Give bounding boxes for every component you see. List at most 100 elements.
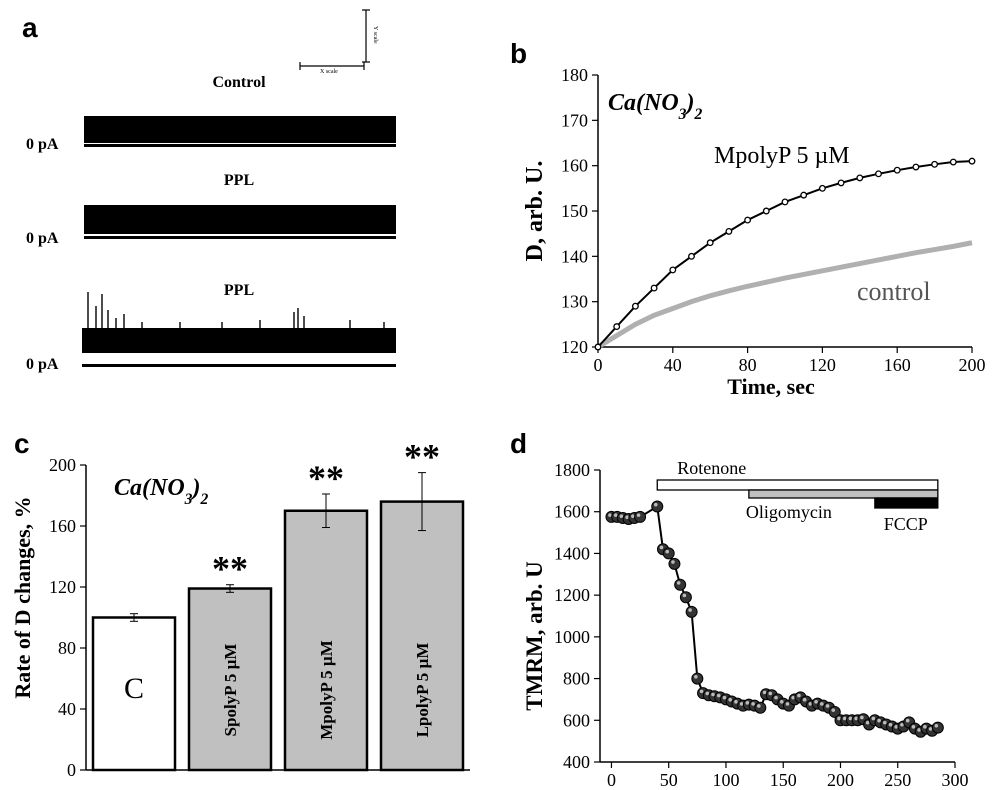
y-tick-label: 1600 [554,502,590,522]
treatment-bar [748,489,939,499]
series-point [674,578,687,591]
series-point-highlight [745,701,750,705]
category-label: C [124,672,144,705]
series-point-highlight [865,720,870,725]
trace-ppl-2-spikes [87,292,385,332]
series-point-highlight [762,690,767,695]
x-tick-label: 150 [770,770,797,790]
category-label: SpolyP 5 µM [221,644,240,737]
series-point-mpolyp [949,158,957,166]
panel-letter-c: c [14,428,30,459]
series-point [931,721,944,734]
bar [379,500,465,772]
series-point-highlight [774,695,778,700]
series-point-highlight [716,693,721,698]
x-tick-label: 80 [739,355,757,375]
y-tick-label: 1400 [554,543,590,563]
series-point-highlight [860,715,864,720]
series-point-highlight [888,722,893,727]
series-point-highlight [688,608,692,612]
series-point-highlight [653,502,658,507]
series-label-mpolyp: MpolyP 5 µM [714,143,850,169]
y-tick-label: 120 [561,337,588,357]
trace-label-ppl-2: PPL [223,282,255,299]
series-label-control: control [857,277,931,306]
series-point-highlight [728,697,732,702]
y-axis-label: TMRM, arb. U [522,561,547,711]
series-point-highlight [917,728,921,732]
y-tick-label: 130 [561,292,588,312]
series-point-highlight [613,513,618,517]
series-point-highlight [711,692,715,697]
series-point-highlight [671,560,675,564]
y-tick-label: 160 [561,156,588,176]
y-tick-label: 140 [561,246,588,266]
series-point-highlight [636,513,641,517]
series-point-highlight [768,691,773,696]
zero-label-ppl-1: 0 pA [26,230,59,247]
y-axis-label: D, arb. U. [522,161,548,262]
series-point-highlight [785,702,790,706]
series-point-mpolyp [744,216,752,224]
series-point-mpolyp [725,227,733,235]
series-point [668,557,681,570]
chart-title: Ca(NO3)2 [114,475,208,508]
series-point-mpolyp [631,302,639,310]
series-point-highlight [797,693,801,698]
trace-label-ppl-1: PPL [223,172,255,189]
trace-ppl-1 [84,205,396,234]
x-axis-label: Time, sec [727,374,815,399]
baseline-ppl-1 [84,236,396,239]
x-tick-label: 0 [594,355,603,375]
series-point-highlight [699,689,704,694]
series-point-highlight [608,513,612,517]
series-point-mpolyp [781,198,789,206]
series-point-mpolyp [688,252,695,260]
baseline-control [84,144,396,147]
significance-marker: ** [212,549,248,589]
category-label: LpolyP 5 µM [413,643,432,738]
y-tick-label: 160 [49,516,76,536]
series-point-highlight [923,725,927,729]
treatment-label: FCCP [884,514,928,534]
series-point [651,500,664,513]
series-point-highlight [682,593,687,598]
y-tick-label: 0 [67,760,76,780]
series-point-highlight [894,725,899,729]
series-point-highlight [676,581,681,585]
scale-y-label: Y scale [372,26,378,44]
series-point-highlight [722,695,727,700]
series-point-highlight [791,695,795,700]
series-point-highlight [705,691,710,696]
significance-marker: ** [404,437,440,477]
significance-marker: ** [308,458,344,498]
series-point-highlight [739,702,744,706]
series-point-highlight [911,725,916,729]
x-axis-label: Time, sec [734,787,822,790]
series-point-mpolyp [800,191,808,199]
series-point-mpolyp [650,284,658,292]
x-tick-label: 200 [827,770,854,790]
series-point-highlight [837,716,841,721]
series-point [754,701,767,714]
series-point-highlight [842,716,847,721]
series-point [685,605,698,618]
series-point-highlight [928,727,933,731]
series-point-highlight [665,549,670,554]
series-point-highlight [825,704,830,708]
y-tick-label: 170 [561,110,588,130]
treatment-bar [874,497,939,509]
series-line-control [596,240,973,350]
y-tick-label: 150 [561,201,588,221]
series-point-highlight [814,700,818,704]
series-point-mpolyp [931,160,939,168]
bar [283,509,369,772]
series-point-highlight [631,514,635,518]
x-tick-label: 40 [664,355,682,375]
series-point-highlight [882,720,887,725]
series-point-highlight [871,716,876,721]
series-point-highlight [848,716,853,721]
series-point [679,591,692,604]
panel-letter-a: a [22,12,38,43]
y-tick-label: 120 [49,577,76,597]
